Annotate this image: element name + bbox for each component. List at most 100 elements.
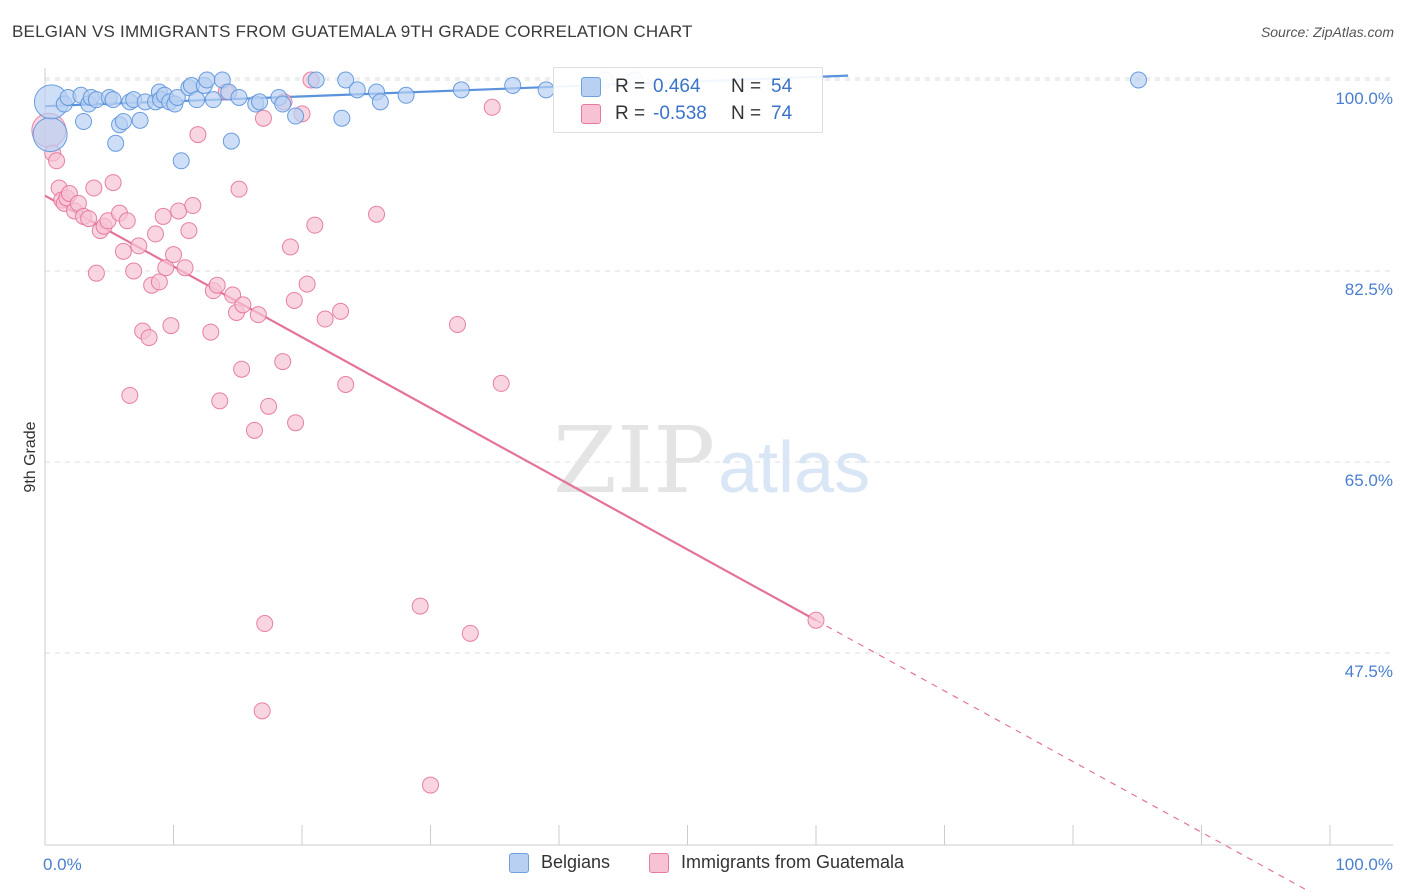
y-tick-label: 65.0% — [1345, 471, 1393, 490]
legend-n-label: N = — [731, 76, 771, 98]
point-belgians — [334, 110, 350, 126]
point-belgians — [76, 113, 92, 129]
point-belgians — [288, 108, 304, 124]
point-guatemala — [286, 292, 302, 308]
point-guatemala — [177, 260, 193, 276]
point-guatemala — [190, 127, 206, 143]
legend-r-value-guatemala: -0.538 — [653, 103, 731, 125]
point-belgians — [105, 92, 121, 108]
point-guatemala — [333, 303, 349, 319]
legend-row-belgians: R = 0.464 N = 54 — [554, 74, 792, 100]
point-belgians — [453, 82, 469, 98]
point-guatemala — [185, 198, 201, 214]
legend-swatch-belgians — [581, 77, 601, 97]
point-guatemala — [86, 180, 102, 196]
legend-item-belgians[interactable]: Belgians — [509, 852, 610, 873]
point-guatemala — [163, 318, 179, 334]
point-guatemala — [484, 99, 500, 115]
point-guatemala — [131, 238, 147, 254]
scatter-plot: ZIP atlas 47.5%65.0%82.5%100.0%0.0% 100.0%… — [0, 0, 1406, 892]
legend-swatch-belgians — [509, 853, 529, 873]
point-guatemala — [209, 277, 225, 293]
point-guatemala — [88, 265, 104, 281]
point-guatemala — [126, 263, 142, 279]
point-guatemala — [317, 311, 333, 327]
legend-n-value-belgians: 54 — [771, 76, 792, 98]
point-guatemala — [151, 274, 167, 290]
y-tick-label: 47.5% — [1345, 662, 1393, 681]
point-guatemala — [171, 203, 187, 219]
point-guatemala — [449, 316, 465, 332]
point-guatemala — [81, 211, 97, 227]
y-tick-label: 100.0% — [1335, 89, 1393, 108]
series-legend: Belgians Immigrants from Guatemala — [0, 852, 1406, 878]
point-guatemala — [808, 612, 824, 628]
point-belgians — [33, 118, 67, 152]
point-guatemala — [119, 213, 135, 229]
point-guatemala — [155, 208, 171, 224]
legend-r-label: R = — [615, 103, 653, 125]
y-tick-label: 82.5% — [1345, 280, 1393, 299]
point-guatemala — [203, 324, 219, 340]
point-belgians — [115, 113, 131, 129]
point-belgians — [349, 82, 365, 98]
point-belgians — [223, 133, 239, 149]
point-guatemala — [115, 243, 131, 259]
legend-n-label: N = — [731, 103, 771, 125]
watermark-atlas: atlas — [718, 428, 870, 508]
watermark-zip: ZIP — [553, 407, 715, 514]
legend-label-guatemala: Immigrants from Guatemala — [681, 852, 904, 873]
point-belgians — [538, 82, 554, 98]
point-guatemala — [231, 181, 247, 197]
legend-swatch-guatemala — [581, 104, 601, 124]
point-guatemala — [288, 415, 304, 431]
point-belgians — [173, 153, 189, 169]
point-belgians — [275, 96, 291, 112]
point-guatemala — [338, 377, 354, 393]
legend-label-belgians: Belgians — [541, 852, 610, 873]
point-belgians — [308, 72, 324, 88]
point-guatemala — [275, 354, 291, 370]
legend-row-guatemala: R = -0.538 N = 74 — [554, 101, 792, 127]
point-guatemala — [166, 247, 182, 263]
legend-r-label: R = — [615, 76, 653, 98]
point-belgians — [252, 94, 268, 110]
point-guatemala — [307, 217, 323, 233]
point-belgians — [372, 94, 388, 110]
point-guatemala — [261, 398, 277, 414]
legend-n-value-guatemala: 74 — [771, 103, 792, 125]
point-guatemala — [462, 625, 478, 641]
point-belgians — [199, 72, 215, 88]
point-belgians — [231, 89, 247, 105]
point-guatemala — [49, 153, 65, 169]
point-guatemala — [423, 777, 439, 793]
point-belgians — [505, 77, 521, 93]
point-guatemala — [255, 110, 271, 126]
point-guatemala — [246, 422, 262, 438]
legend-r-value-belgians: 0.464 — [653, 76, 731, 98]
point-guatemala — [148, 226, 164, 242]
point-belgians — [398, 87, 414, 103]
correlation-legend: R = 0.464 N = 54 R = -0.538 N = 74 — [553, 67, 823, 133]
point-guatemala — [234, 361, 250, 377]
point-belgians — [189, 92, 205, 108]
point-guatemala — [257, 616, 273, 632]
point-guatemala — [282, 239, 298, 255]
point-belgians — [1131, 72, 1147, 88]
point-guatemala — [181, 223, 197, 239]
point-guatemala — [493, 375, 509, 391]
point-guatemala — [212, 393, 228, 409]
point-belgians — [108, 135, 124, 151]
y-axis-label: 9th Grade — [22, 421, 39, 492]
legend-swatch-guatemala — [649, 853, 669, 873]
point-guatemala — [141, 330, 157, 346]
point-guatemala — [122, 387, 138, 403]
point-guatemala — [412, 598, 428, 614]
legend-item-guatemala[interactable]: Immigrants from Guatemala — [649, 852, 904, 873]
point-guatemala — [254, 703, 270, 719]
point-guatemala — [369, 206, 385, 222]
point-guatemala — [105, 175, 121, 191]
point-belgians — [205, 92, 221, 108]
point-guatemala — [235, 297, 251, 313]
watermark: ZIP atlas — [553, 407, 870, 514]
